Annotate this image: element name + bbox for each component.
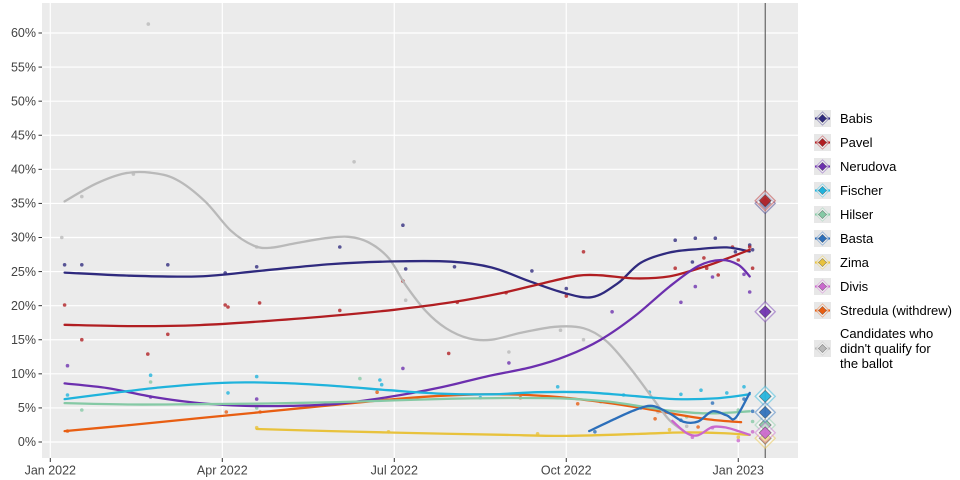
series-points-pavel bbox=[62, 245, 755, 356]
legend-key-diamond-icon bbox=[814, 230, 831, 247]
legend-item-fischer: Fischer bbox=[814, 182, 952, 199]
legend-key-diamond-icon bbox=[814, 134, 831, 151]
series-line-basta bbox=[588, 391, 751, 433]
legend-label: Nerudova bbox=[840, 158, 897, 174]
legend-item-babis: Babis bbox=[814, 110, 952, 127]
legend-label: Divis bbox=[840, 278, 869, 294]
chart-legend: Babis Pavel Nerudova Fischer Hilser Basta Zima… bbox=[814, 110, 952, 378]
series-line-divis bbox=[671, 419, 751, 437]
result-markers bbox=[754, 189, 777, 450]
legend-label: Babis bbox=[840, 110, 873, 126]
legend-item-divis: Divis bbox=[814, 278, 952, 295]
legend-key-diamond-icon bbox=[814, 206, 831, 223]
legend-item-stredula-withdrew: Stredula (withdrew) bbox=[814, 302, 952, 319]
result-diamond-divis bbox=[754, 421, 777, 444]
legend-label: Fischer bbox=[840, 182, 883, 198]
series-line-fischer bbox=[63, 381, 751, 401]
series-line-zima bbox=[255, 427, 751, 438]
result-diamond-pavel bbox=[754, 189, 777, 212]
plot-area bbox=[42, 3, 798, 458]
y-tick-label: 0% bbox=[18, 435, 36, 449]
y-tick-label: 25% bbox=[11, 265, 36, 279]
y-tick-label: 50% bbox=[11, 94, 36, 108]
axes: 0% 5% 10% 15% 20% 25% 30% 35% 40% 45% 50% 55% 60% Jan… bbox=[11, 26, 764, 477]
x-tick-label: Oct 2022 bbox=[541, 464, 592, 478]
x-tick-label: Apr 2022 bbox=[197, 464, 248, 478]
legend-key-diamond-icon bbox=[814, 302, 831, 319]
series-line-hilser bbox=[63, 396, 751, 415]
series-line-candidates-who-didn-t-qualify-for-the-ballot bbox=[63, 170, 687, 433]
legend-item-candidates-who-didn-t-qualify-for-the-ballot: Candidates who didn't qualify for the ball… bbox=[814, 326, 952, 371]
legend-item-zima: Zima bbox=[814, 254, 952, 271]
legend-key-diamond-icon bbox=[814, 158, 831, 175]
plot-layers bbox=[60, 22, 755, 443]
legend-key-diamond-icon bbox=[814, 110, 831, 127]
y-tick-label: 20% bbox=[11, 299, 36, 313]
result-diamond-nerudova bbox=[754, 300, 777, 323]
legend-label: Zima bbox=[840, 254, 869, 270]
result-diamond-fischer bbox=[754, 385, 777, 408]
legend-key-diamond-icon bbox=[814, 340, 831, 358]
y-tick-label: 35% bbox=[11, 197, 36, 211]
result-diamond-basta bbox=[754, 401, 777, 424]
x-tick-label: Jan 2022 bbox=[25, 464, 76, 478]
legend-label: Basta bbox=[840, 230, 874, 246]
y-tick-label: 55% bbox=[11, 60, 36, 74]
legend-item-basta: Basta bbox=[814, 230, 952, 247]
legend-label: Candidates who didn't qualify for the ball… bbox=[840, 326, 934, 372]
series-line-pavel bbox=[63, 248, 751, 328]
legend-key-diamond-icon bbox=[814, 278, 831, 295]
y-tick-label: 40% bbox=[11, 163, 36, 177]
legend-label: Hilser bbox=[840, 206, 874, 222]
legend-key-diamond-icon bbox=[814, 182, 831, 199]
legend-label: Pavel bbox=[840, 134, 873, 150]
legend-item-nerudova: Nerudova bbox=[814, 158, 952, 175]
y-tick-label: 60% bbox=[11, 26, 36, 40]
polling-chart: 0% 5% 10% 15% 20% 25% 30% 35% 40% 45% 50% 55% 60% Jan… bbox=[11, 3, 798, 478]
legend-key-diamond-icon bbox=[814, 254, 831, 271]
legend-item-hilser: Hilser bbox=[814, 206, 952, 223]
gridlines bbox=[42, 3, 798, 458]
legend-item-pavel: Pavel bbox=[814, 134, 952, 151]
x-tick-label: Jan 2023 bbox=[713, 464, 764, 478]
x-tick-label: Jul 2022 bbox=[371, 464, 418, 478]
y-tick-label: 30% bbox=[11, 231, 36, 245]
y-tick-label: 15% bbox=[11, 333, 36, 347]
series-points-nerudova bbox=[65, 272, 752, 401]
y-tick-label: 10% bbox=[11, 367, 36, 381]
y-tick-label: 45% bbox=[11, 128, 36, 142]
series-line-babis bbox=[63, 246, 751, 299]
y-tick-label: 5% bbox=[18, 401, 36, 415]
legend-label: Stredula (withdrew) bbox=[840, 302, 952, 318]
